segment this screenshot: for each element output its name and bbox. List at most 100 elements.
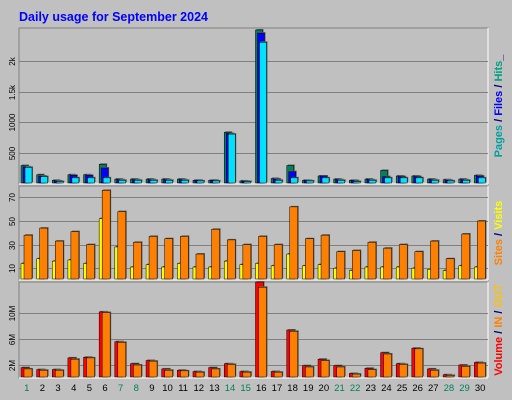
bar-sites-day-11 xyxy=(180,236,189,280)
x-tick-label: 18 xyxy=(287,383,298,394)
bar-pages-day-27 xyxy=(431,180,439,184)
bar-out-day-26 xyxy=(414,348,424,378)
bar-out-day-11 xyxy=(180,370,189,378)
bar-out-day-24 xyxy=(383,353,392,378)
bar-pages-day-23 xyxy=(368,180,377,184)
bar-shadow xyxy=(244,180,252,182)
x-tick-label: 8 xyxy=(134,383,139,394)
bar-out-day-17 xyxy=(273,371,283,378)
bar-sites-day-9 xyxy=(148,236,158,280)
bar-sites-day-22 xyxy=(352,250,361,280)
bar-sites-day-13 xyxy=(211,229,220,280)
x-tick-label: 2 xyxy=(40,383,45,394)
y-tick-label: 70 xyxy=(8,193,17,202)
bar-pages-day-11 xyxy=(181,180,189,184)
legend-part: Volume xyxy=(493,337,505,376)
x-tick-label: 23 xyxy=(365,383,376,394)
x-tick-label: 21 xyxy=(334,383,345,394)
bar-sites-day-27 xyxy=(430,240,439,280)
bar-sites-day-7 xyxy=(117,211,127,280)
legend-part: Sites xyxy=(493,239,505,265)
legend-part: / xyxy=(493,116,505,125)
bar-pages-day-7 xyxy=(118,180,127,184)
bar-out-day-28 xyxy=(445,375,455,378)
bar-sites-day-25 xyxy=(398,244,408,280)
bar-pages-day-2 xyxy=(40,176,48,184)
bar-out-day-1 xyxy=(23,368,33,378)
x-tick-label: 25 xyxy=(397,383,408,394)
bar-sites-day-18 xyxy=(289,206,299,280)
bar-pages-day-17 xyxy=(274,180,283,184)
bar-out-day-18 xyxy=(289,331,299,378)
bar-pages-day-28 xyxy=(446,180,455,184)
bar-pages-day-6 xyxy=(102,177,111,184)
bar-pages-day-4 xyxy=(71,177,80,184)
legend-part: / xyxy=(493,328,505,337)
legend-part: Pages xyxy=(493,125,505,157)
bar-pages-day-12 xyxy=(196,180,205,184)
bar-sites-day-3 xyxy=(55,240,64,280)
bar-sites-day-1 xyxy=(23,234,33,280)
x-tick-label: 30 xyxy=(475,383,486,394)
bar-pages-day-15 xyxy=(243,181,252,184)
bar-sites-day-12 xyxy=(195,253,205,280)
bar-out-day-6 xyxy=(101,312,111,378)
panel-legend-volume: Volume / IN / OUT xyxy=(493,284,505,376)
x-tick-label: 15 xyxy=(240,383,251,394)
bar-pages-day-25 xyxy=(399,177,408,184)
bar-out-day-27 xyxy=(430,369,439,378)
x-tick-label: 12 xyxy=(193,383,204,394)
bar-sites-day-24 xyxy=(383,247,392,280)
bar-out-day-15 xyxy=(242,371,252,378)
legend-part: / xyxy=(493,230,505,239)
chart-title: Daily usage for September 2024 xyxy=(19,10,208,24)
bar-pages-day-5 xyxy=(87,177,95,184)
bar-sites-day-16 xyxy=(258,236,267,280)
bar-out-day-7 xyxy=(117,342,127,378)
panel-visits: 10 30 50 70 Sites / Visits xyxy=(8,185,505,281)
y-tick-label: 1000 xyxy=(8,113,17,131)
x-tick-label: 14 xyxy=(225,383,236,394)
bar-sites-day-15 xyxy=(242,244,252,280)
bar-pages-day-22 xyxy=(353,181,361,184)
bar-pages-day-1 xyxy=(24,167,33,184)
x-tick-label: 11 xyxy=(178,383,188,394)
x-tick-label: 20 xyxy=(319,383,330,394)
x-tick-label: 6 xyxy=(102,383,107,394)
bar-pages-day-10 xyxy=(165,180,173,184)
y-tick-label: 2k xyxy=(8,56,17,65)
x-tick-label: 13 xyxy=(209,383,220,394)
bar-out-day-12 xyxy=(195,371,205,378)
bar-pages-day-19 xyxy=(306,180,314,184)
legend-part: Hits xyxy=(493,61,505,82)
x-tick-label: 24 xyxy=(381,383,392,394)
bar-sites-day-23 xyxy=(367,242,377,280)
bar-out-day-14 xyxy=(226,364,236,378)
bar-out-day-8 xyxy=(133,364,142,378)
legend-part: IN xyxy=(493,317,505,328)
bar-out-day-21 xyxy=(336,366,345,378)
x-axis-labels: 1 2 3 4 5 6 7 8 9 10 11 12 13 14 15 16 17 18 19 20 21 22 23 24 2… xyxy=(24,383,485,394)
legend-part: Visits xyxy=(493,201,505,230)
x-tick-label: 22 xyxy=(350,383,361,394)
bar-out-day-20 xyxy=(320,360,330,378)
x-tick-label: 29 xyxy=(459,383,470,394)
bar-sites-day-14 xyxy=(226,239,236,280)
legend-part: _ xyxy=(493,54,505,62)
y-tick-label: 30 xyxy=(8,241,17,250)
panels-layer: 500 1000 1.5k 2k Pages / Files / Hits_ 10 30 50… xyxy=(8,27,505,379)
x-tick-label: 28 xyxy=(444,383,455,394)
bar-sites-day-20 xyxy=(320,234,330,280)
y-tick-label: 10M xyxy=(8,305,17,321)
bar-pages-day-13 xyxy=(212,180,220,184)
bar-sites-day-29 xyxy=(461,233,470,280)
bar-sites-day-8 xyxy=(133,242,142,280)
bar-out-day-29 xyxy=(461,366,470,378)
bar-out-day-10 xyxy=(164,369,173,378)
x-tick-label: 9 xyxy=(149,383,154,394)
bar-out-day-5 xyxy=(86,357,95,378)
y-tick-label: 6M xyxy=(8,334,17,345)
bar-pages-day-14 xyxy=(227,133,236,184)
